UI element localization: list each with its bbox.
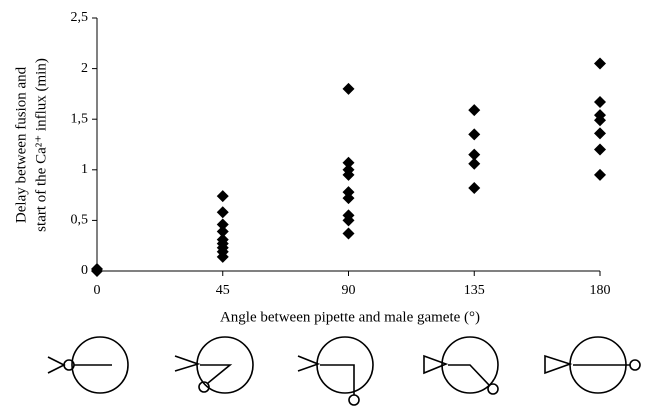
data-point: [468, 128, 481, 141]
x-tick-label: 180: [590, 283, 611, 298]
data-point: [342, 156, 355, 169]
y-axis-label: Delay between fusion and: [13, 66, 29, 223]
data-point: [468, 148, 481, 161]
data-point: [342, 227, 355, 240]
y-tick-label: 0: [81, 263, 88, 278]
data-point: [468, 182, 481, 195]
data-point: [594, 95, 606, 108]
data-point: [594, 127, 606, 140]
data-point: [342, 214, 355, 227]
x-tick-label: 0: [94, 283, 101, 298]
x-tick-label: 135: [464, 283, 485, 298]
data-point: [594, 57, 606, 70]
data-point: [216, 190, 229, 203]
data-point: [594, 168, 606, 181]
data-point: [342, 82, 355, 95]
y-tick-label: 1,5: [71, 111, 89, 126]
y-tick-label: 1: [81, 162, 88, 177]
data-point: [91, 262, 103, 275]
y-tick-label: 0,5: [71, 213, 89, 228]
x-axis-label: Angle between pipette and male gamete (°…: [220, 309, 480, 325]
data-point: [216, 218, 229, 231]
data-point: [216, 206, 229, 219]
y-tick-label: 2: [81, 61, 88, 76]
data-point: [342, 192, 355, 205]
x-tick-label: 90: [342, 283, 356, 298]
y-tick-label: 2,5: [71, 10, 89, 25]
data-point: [594, 114, 606, 127]
data-point: [342, 186, 355, 199]
data-point: [216, 250, 229, 263]
data-point: [468, 157, 481, 170]
x-tick-label: 45: [216, 283, 230, 298]
data-point: [216, 225, 229, 238]
data-point: [468, 104, 481, 117]
angle-diagrams: [47, 336, 641, 406]
y-axis-label: start of the Ca²⁺ influx (min): [33, 58, 49, 232]
data-point: [594, 143, 606, 156]
data-point: [342, 168, 355, 181]
